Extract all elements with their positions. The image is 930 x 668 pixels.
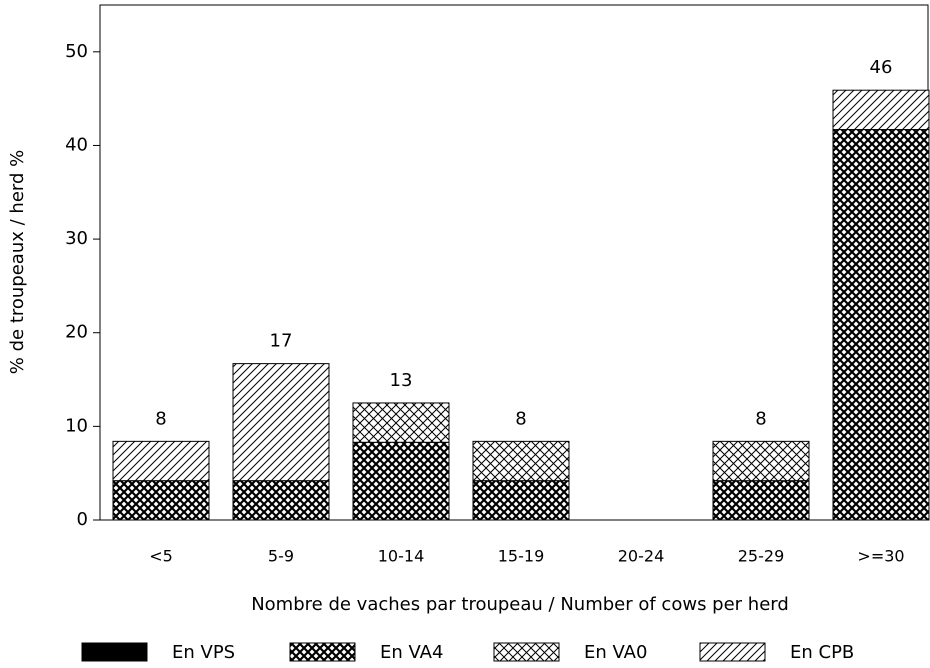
y-tick-label: 40 [65,134,88,155]
legend-swatch [81,642,148,662]
bar-segment [352,441,450,521]
total-label: 13 [390,370,413,391]
bar-segment [712,440,810,482]
x-tick-label: 10-14 [378,547,425,566]
y-tick-label: 20 [65,322,88,343]
bar-segment [232,363,330,482]
y-axis-title: % de troupeaux / herd % [7,150,28,374]
bar-segment [232,480,330,521]
total-label: 8 [155,408,166,429]
x-tick-label: 5-9 [268,547,294,566]
total-label: 46 [870,57,893,78]
y-tick-label: 30 [65,228,88,249]
x-tick-label: <5 [149,547,173,566]
bar-segment [112,440,210,482]
y-tick-label: 50 [65,41,88,62]
bar-segment [472,480,570,521]
x-axis-title: Nombre de vaches par troupeau / Number o… [251,594,789,615]
total-label: 17 [270,331,293,352]
bar-segment [352,402,450,443]
legend-swatch [699,642,766,662]
x-tick-label: 15-19 [498,547,545,566]
legend-label: En VPS [172,642,235,663]
bar-segment [832,129,930,521]
total-label: 8 [755,408,766,429]
legend-label: En CPB [790,642,854,663]
bar-segment [112,480,210,521]
x-tick-label: 25-29 [738,547,785,566]
total-label: 8 [515,408,526,429]
x-tick-label: >=30 [857,547,904,566]
y-tick-label: 10 [65,415,88,436]
bar-segment [712,480,810,521]
legend-label: En VA4 [380,642,443,663]
bar-segment [832,89,930,131]
legend-swatch [493,642,560,662]
bar-segment [472,440,570,482]
legend-swatch [289,642,356,662]
y-tick-label: 0 [77,509,88,530]
legend-label: En VA0 [584,642,647,663]
x-tick-label: 20-24 [618,547,665,566]
